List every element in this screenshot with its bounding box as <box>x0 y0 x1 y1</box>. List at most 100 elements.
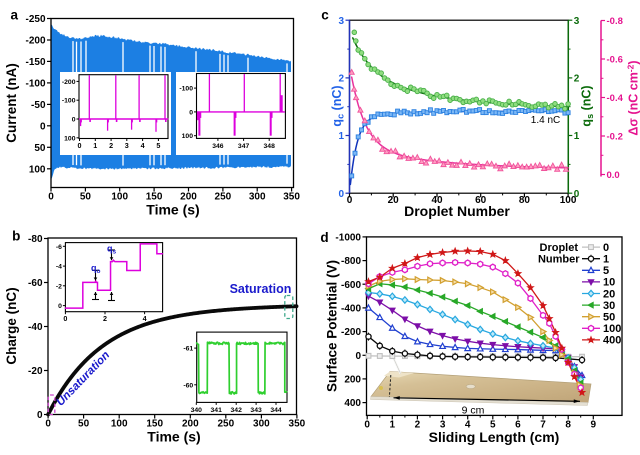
svg-text:a: a <box>11 7 19 22</box>
svg-text:Number: Number <box>538 254 580 266</box>
svg-text:400: 400 <box>603 335 621 347</box>
svg-text:-150: -150 <box>25 57 45 68</box>
svg-text:344: 344 <box>270 407 282 414</box>
svg-text:0: 0 <box>72 117 76 124</box>
svg-text:50: 50 <box>78 419 90 430</box>
svg-text:-400: -400 <box>341 304 361 315</box>
svg-text:0: 0 <box>58 303 62 310</box>
svg-text:Droplet Number: Droplet Number <box>404 203 510 219</box>
svg-text:20: 20 <box>603 288 615 300</box>
svg-text:1.4 nC: 1.4 nC <box>531 115 560 126</box>
svg-text:347: 347 <box>238 143 250 150</box>
svg-text:1: 1 <box>93 141 97 150</box>
svg-text:-1000: -1000 <box>335 233 361 244</box>
svg-text:1: 1 <box>338 131 344 142</box>
svg-text:100: 100 <box>182 133 194 140</box>
svg-text:b: b <box>12 228 20 243</box>
svg-text:1: 1 <box>574 131 580 142</box>
svg-text:0: 0 <box>45 419 51 430</box>
svg-text:250: 250 <box>215 192 232 203</box>
svg-text:10: 10 <box>603 277 615 289</box>
svg-text:-250: -250 <box>25 14 45 25</box>
svg-text:-0.8: -0.8 <box>607 16 623 27</box>
svg-text:100: 100 <box>603 323 621 335</box>
svg-text:-600: -600 <box>341 280 361 291</box>
svg-text:-200: -200 <box>62 79 76 86</box>
svg-text:-60: -60 <box>28 278 43 289</box>
svg-text:50: 50 <box>80 192 92 203</box>
svg-text:300: 300 <box>253 419 270 430</box>
svg-text:0: 0 <box>78 141 82 150</box>
svg-text:30: 30 <box>603 300 615 312</box>
svg-text:4: 4 <box>141 141 145 150</box>
svg-text:-0.6: -0.6 <box>607 54 623 65</box>
svg-text:5: 5 <box>156 141 160 150</box>
svg-text:Δσ (nC cm-2): Δσ (nC cm-2) <box>626 60 640 135</box>
svg-text:-2: -2 <box>56 283 62 290</box>
svg-text:Surface Potential (V): Surface Potential (V) <box>325 260 340 392</box>
svg-text:9: 9 <box>591 420 597 431</box>
svg-text:100: 100 <box>560 195 577 206</box>
svg-text:-80: -80 <box>28 234 43 245</box>
svg-text:150: 150 <box>146 419 163 430</box>
svg-text:-800: -800 <box>341 256 361 267</box>
svg-text:0: 0 <box>63 314 67 323</box>
svg-text:40: 40 <box>431 195 443 206</box>
svg-text:-100: -100 <box>179 86 193 93</box>
svg-text:9 cm: 9 cm <box>462 405 485 417</box>
svg-text:100: 100 <box>64 135 76 142</box>
svg-text:Sliding Length (cm): Sliding Length (cm) <box>429 429 560 445</box>
svg-text:0: 0 <box>37 410 43 421</box>
svg-text:3: 3 <box>125 141 129 150</box>
svg-text:0: 0 <box>364 420 370 431</box>
svg-text:50: 50 <box>34 143 46 154</box>
svg-text:3: 3 <box>574 16 580 27</box>
svg-text:200: 200 <box>180 192 197 203</box>
svg-text:1: 1 <box>603 254 609 266</box>
svg-text:300: 300 <box>249 192 266 203</box>
svg-text:Droplet: Droplet <box>540 242 579 254</box>
svg-text:Time (s): Time (s) <box>146 202 199 218</box>
svg-text:0: 0 <box>574 189 580 200</box>
svg-text:0: 0 <box>48 192 54 203</box>
svg-text:343: 343 <box>250 407 262 414</box>
svg-text:-100: -100 <box>62 98 76 105</box>
svg-text:0.0: 0.0 <box>607 170 620 181</box>
svg-text:4: 4 <box>143 314 147 323</box>
svg-text:80: 80 <box>519 195 531 206</box>
svg-text:50: 50 <box>603 312 615 324</box>
svg-text:-60: -60 <box>183 382 193 389</box>
svg-text:20: 20 <box>388 195 400 206</box>
svg-text:Saturation: Saturation <box>230 282 292 296</box>
svg-text:100: 100 <box>29 164 46 175</box>
svg-text:6: 6 <box>515 420 521 431</box>
svg-text:4: 4 <box>465 420 471 431</box>
svg-text:-20: -20 <box>28 366 43 377</box>
svg-text:1: 1 <box>390 420 396 431</box>
svg-text:c: c <box>321 8 329 23</box>
svg-text:250: 250 <box>217 419 234 430</box>
svg-text:qs: qs <box>107 244 117 256</box>
svg-text:-61: -61 <box>183 346 193 353</box>
svg-text:346: 346 <box>212 143 224 150</box>
svg-text:348: 348 <box>264 143 276 150</box>
svg-text:60: 60 <box>475 195 487 206</box>
svg-text:Charge (nC): Charge (nC) <box>4 287 19 364</box>
svg-text:Current (nA): Current (nA) <box>4 63 19 143</box>
svg-text:-200: -200 <box>25 36 45 47</box>
svg-text:-100: -100 <box>25 79 45 90</box>
svg-text:350: 350 <box>283 192 300 203</box>
svg-text:2: 2 <box>574 74 580 85</box>
svg-text:5: 5 <box>603 265 609 277</box>
svg-text:-0.4: -0.4 <box>607 93 624 104</box>
svg-text:0: 0 <box>347 195 353 206</box>
svg-text:3: 3 <box>338 16 344 27</box>
svg-text:2: 2 <box>338 74 344 85</box>
svg-text:340: 340 <box>191 407 203 414</box>
svg-text:0: 0 <box>355 351 361 362</box>
svg-text:Unsaturation: Unsaturation <box>54 349 112 408</box>
svg-text:2: 2 <box>415 420 421 431</box>
svg-text:100: 100 <box>111 192 128 203</box>
svg-text:-6: -6 <box>56 244 62 251</box>
svg-text:qs (nC): qs (nC) <box>580 85 596 126</box>
